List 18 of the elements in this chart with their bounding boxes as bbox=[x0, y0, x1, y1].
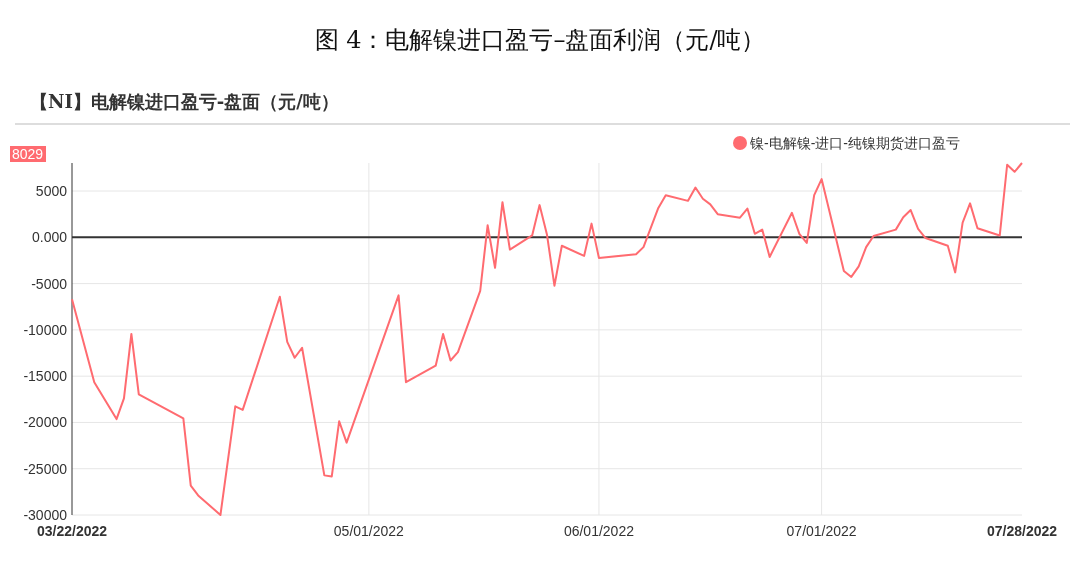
x-tick-label: 06/01/2022 bbox=[563, 523, 635, 539]
y-tick-label: 5000 bbox=[35, 183, 68, 200]
x-tick-label: 05/01/2022 bbox=[333, 523, 405, 539]
chart-subtitle: 【NI】电解镍进口盈亏-盘面（元/吨） bbox=[30, 91, 339, 112]
y-tick-label: -20000 bbox=[23, 414, 68, 431]
y-tick-label: -25000 bbox=[23, 460, 68, 477]
y-tick-label: -30000 bbox=[23, 507, 68, 523]
y-tick-label: -15000 bbox=[23, 368, 68, 385]
x-tick-label: 03/22/2022 bbox=[36, 523, 108, 539]
x-tick-label: 07/01/2022 bbox=[786, 523, 857, 539]
y-tick-label: -5000 bbox=[31, 275, 68, 292]
legend-label: 镍-电解镍-进口-纯镍期货进口盈亏 bbox=[749, 135, 960, 151]
y-tick-label: 0.000 bbox=[31, 229, 68, 246]
chart-title: 图 4：电解镍进口盈亏–盘面利润（元/吨） bbox=[314, 26, 766, 54]
x-tick-label: 07/28/2022 bbox=[986, 523, 1058, 539]
line-series bbox=[71, 162, 1023, 516]
y-tick-label: -10000 bbox=[23, 321, 68, 338]
text: 8029 bbox=[12, 146, 44, 162]
